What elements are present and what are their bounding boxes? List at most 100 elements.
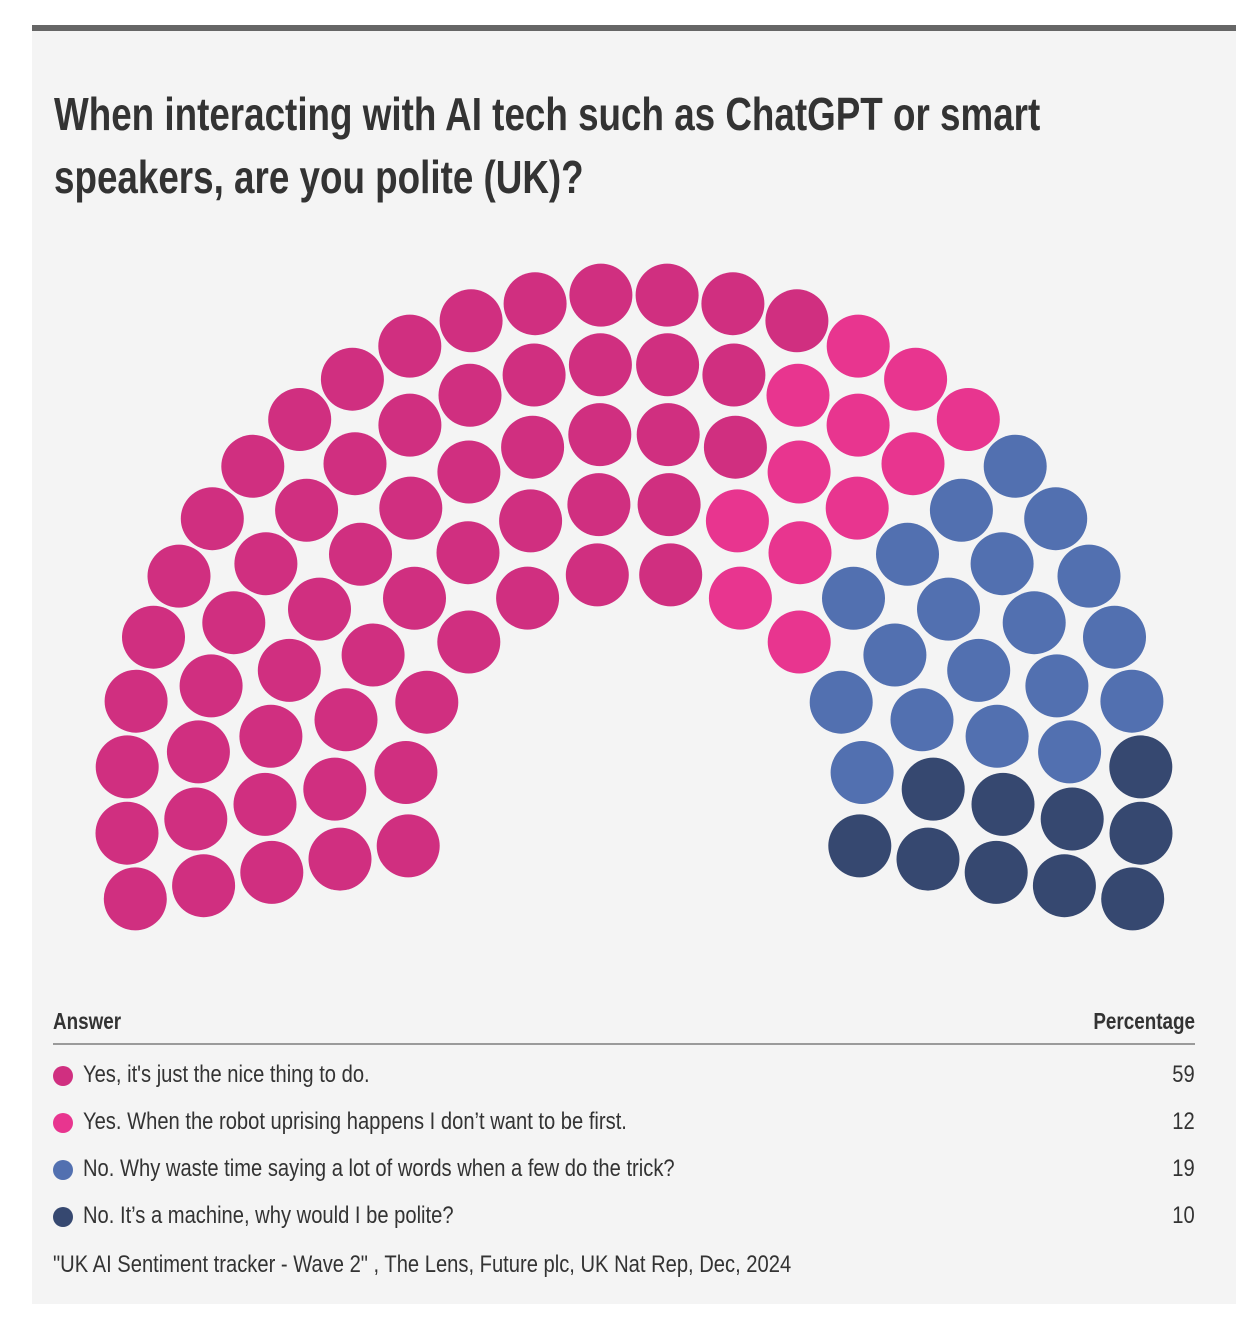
seat-dot-1 — [288, 577, 351, 641]
legend-value: 12 — [1172, 1108, 1195, 1135]
seat-dot-4 — [971, 772, 1035, 836]
seat-dot-3 — [876, 522, 939, 586]
legend-row: Yes. When the robot uprising happens I d… — [53, 1099, 1195, 1146]
seat-dot-4 — [1109, 735, 1173, 799]
seat-dot-3 — [809, 670, 873, 734]
legend-label: No. Why waste time saying a lot of words… — [83, 1155, 675, 1182]
seat-dot-1 — [234, 532, 298, 596]
seat-dot-1 — [308, 827, 372, 891]
seat-dot-4 — [1040, 787, 1104, 851]
seat-dot-3 — [1038, 720, 1102, 784]
seat-dot-1 — [436, 521, 500, 585]
chart-title: When interacting with AI tech such as Ch… — [54, 83, 1174, 209]
seats-group — [95, 263, 1173, 931]
seat-dot-4 — [828, 814, 892, 878]
seat-dot-1 — [437, 440, 501, 504]
seat-dot-2 — [881, 432, 945, 496]
chart-card: When interacting with AI tech such as Ch… — [32, 25, 1236, 1304]
seat-dot-1 — [635, 263, 699, 327]
seat-dot-1 — [374, 741, 438, 804]
legend-row: No. It’s a machine, why would I be polit… — [53, 1193, 1195, 1240]
seat-dot-1 — [439, 289, 503, 353]
seat-dot-1 — [257, 638, 321, 702]
legend-row: No. Why waste time saying a lot of words… — [53, 1146, 1195, 1193]
legend-header: Answer Percentage — [53, 1005, 1195, 1045]
seat-dot-1 — [567, 473, 631, 537]
seat-dot-1 — [565, 543, 629, 607]
seat-dot-1 — [636, 333, 700, 397]
legend-color-dot-icon — [53, 1207, 73, 1227]
seat-dot-1 — [383, 566, 446, 630]
seat-dot-3 — [1083, 605, 1146, 669]
seat-dot-3 — [863, 623, 927, 687]
seat-dot-1 — [329, 522, 392, 586]
legend-value: 59 — [1172, 1061, 1195, 1088]
seat-dot-2 — [767, 610, 831, 674]
legend-header-percentage: Percentage — [1093, 1008, 1195, 1034]
legend-color-dot-icon — [53, 1113, 73, 1133]
legend-color-dot-icon — [53, 1066, 73, 1086]
seat-dot-1 — [104, 669, 168, 733]
seat-dot-3 — [1057, 544, 1121, 608]
seat-dot-4 — [901, 757, 965, 821]
parliament-chart — [95, 263, 1173, 931]
seat-dot-3 — [947, 638, 1011, 702]
seat-dot-2 — [826, 314, 890, 378]
seat-dot-1 — [378, 393, 442, 457]
legend-color-dot-icon — [53, 1160, 73, 1180]
legend-table: Answer Percentage Yes, it's just the nic… — [53, 1005, 1195, 1240]
seat-dot-1 — [233, 772, 297, 836]
seat-dot-3 — [1024, 487, 1088, 551]
seat-dot-2 — [705, 489, 769, 553]
seat-dot-2 — [768, 521, 832, 585]
seat-dot-3 — [890, 688, 954, 752]
seat-dot-4 — [1109, 801, 1173, 865]
seat-dot-1 — [95, 735, 159, 799]
seat-dot-1 — [240, 840, 304, 904]
legend-label: No. It’s a machine, why would I be polit… — [83, 1202, 454, 1229]
top-accent-bar — [32, 25, 1236, 31]
seat-dot-3 — [1025, 654, 1089, 718]
seat-dot-3 — [830, 741, 894, 804]
seat-dot-2 — [708, 566, 772, 630]
seat-dot-4 — [1032, 854, 1096, 918]
seat-dot-1 — [496, 566, 560, 630]
seat-dot-1 — [122, 605, 185, 669]
legend-header-answer: Answer — [53, 1008, 122, 1034]
seat-dot-1 — [378, 314, 442, 378]
seat-dot-2 — [825, 476, 889, 540]
seat-dot-2 — [767, 440, 831, 504]
seat-dot-1 — [239, 704, 303, 768]
seat-dot-1 — [275, 478, 339, 542]
seat-dot-3 — [822, 566, 885, 630]
seat-dot-3 — [970, 532, 1034, 596]
seat-dot-1 — [568, 403, 632, 467]
seat-dot-4 — [896, 827, 960, 891]
seat-dot-3 — [1002, 591, 1066, 655]
seat-dot-1 — [568, 333, 632, 397]
seat-dot-1 — [501, 415, 565, 479]
legend-value: 10 — [1172, 1202, 1195, 1229]
seat-dot-3 — [917, 577, 980, 641]
seat-dot-3 — [929, 478, 993, 542]
seat-dot-1 — [765, 289, 829, 353]
source-note: "UK AI Sentiment tracker - Wave 2" , The… — [53, 1251, 792, 1278]
seat-dot-1 — [701, 272, 765, 336]
seat-dot-1 — [202, 591, 266, 655]
seat-dot-4 — [964, 840, 1028, 904]
seat-dot-1 — [379, 476, 443, 540]
seat-dot-1 — [179, 654, 243, 718]
seat-dot-2 — [826, 393, 890, 457]
seat-dot-1 — [147, 544, 211, 608]
seat-dot-3 — [1100, 669, 1164, 733]
seat-dot-3 — [965, 704, 1029, 768]
legend-value: 19 — [1172, 1155, 1195, 1182]
seat-dot-1 — [637, 473, 701, 537]
legend-label: Yes, it's just the nice thing to do. — [83, 1061, 370, 1088]
seat-dot-1 — [503, 272, 567, 336]
seat-dot-1 — [323, 432, 387, 496]
seat-dot-1 — [303, 757, 367, 821]
seat-dot-1 — [376, 814, 440, 878]
seat-dot-1 — [703, 415, 767, 479]
seat-dot-1 — [221, 434, 285, 498]
